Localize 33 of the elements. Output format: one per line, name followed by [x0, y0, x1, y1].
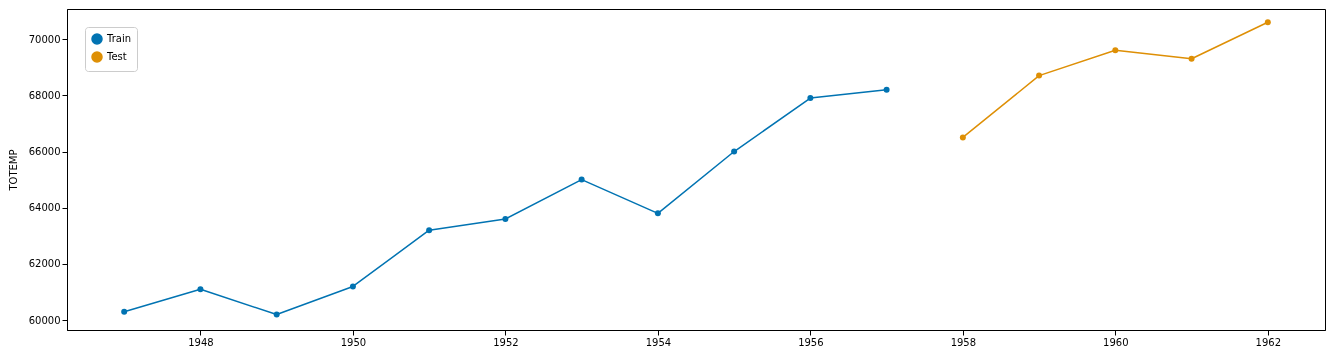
y-tick-label: 66000 — [28, 146, 61, 158]
point — [502, 215, 509, 222]
point — [273, 311, 280, 318]
point — [197, 286, 204, 293]
y-tick-label: 60000 — [28, 314, 61, 326]
point — [807, 95, 814, 102]
legend-label: Test — [106, 51, 127, 62]
point — [1188, 55, 1195, 62]
x-tick-label: 1958 — [950, 336, 977, 348]
y-tick-label: 70000 — [28, 33, 61, 45]
y-axis-title: TOTEMP — [7, 149, 19, 192]
y-tick-label: 64000 — [28, 202, 61, 214]
point — [959, 134, 966, 141]
point — [1112, 47, 1119, 54]
x-tick-label: 1956 — [798, 336, 824, 348]
point — [121, 308, 128, 315]
point — [883, 86, 890, 93]
point — [426, 227, 433, 234]
x-tick-label: 1954 — [645, 336, 672, 348]
point — [349, 283, 356, 290]
point — [578, 176, 585, 183]
point — [654, 210, 661, 217]
x-tick-label: 1962 — [1255, 336, 1282, 348]
legend-label: Train — [106, 33, 131, 44]
x-tick-label: 1952 — [493, 336, 519, 348]
y-tick-label: 68000 — [28, 89, 61, 101]
point — [1264, 19, 1271, 26]
point — [731, 148, 738, 155]
x-tick-label: 1950 — [340, 336, 367, 348]
y-tick-label: 62000 — [28, 258, 61, 270]
x-tick-label: 1960 — [1103, 336, 1129, 348]
x-tick-label: 1948 — [188, 336, 214, 348]
point — [1036, 72, 1043, 79]
